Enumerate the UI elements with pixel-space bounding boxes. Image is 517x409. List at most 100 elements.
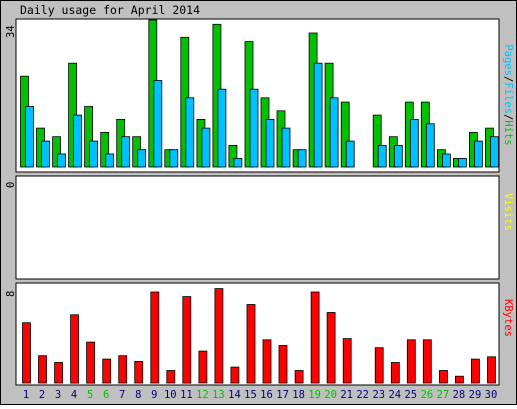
- y-axis-label-visits: Visits: [502, 193, 514, 231]
- x-tick-label-day-30: 30: [485, 389, 498, 401]
- x-tick-label-day-22: 22: [356, 389, 369, 401]
- bar-files-day-13: [217, 88, 227, 168]
- x-tick-labels: 1 2 3 4 5 6 7 8 9 10 11 12 13 14 15 16 17 18 19 20 21 22 23 24 2…: [23, 389, 497, 401]
- y-tick-label-visits: 0: [5, 182, 17, 188]
- bar-kbytes-day-6: [102, 358, 112, 384]
- bar-kbytes-day-3: [54, 362, 63, 384]
- y-axis-label-pages-files-hits: Pages/Files/Hits: [502, 44, 514, 145]
- bar-kbytes-day-17: [278, 345, 288, 384]
- bar-files-day-19: [313, 62, 323, 168]
- bar-kbytes-day-4: [70, 314, 79, 384]
- x-tick-label-day-6: 6: [103, 389, 109, 401]
- bar-files-day-16: [265, 119, 275, 168]
- bar-kbytes-day-7: [118, 355, 128, 384]
- x-tick-label-day-23: 23: [372, 389, 385, 401]
- bar-kbytes-day-8: [134, 360, 144, 384]
- bar-kbytes-day-2: [38, 355, 47, 384]
- bar-hits-day-5: [84, 106, 93, 168]
- bar-kbytes-day-23: [374, 347, 384, 384]
- bar-files-day-24: [393, 144, 403, 168]
- bar-kbytes-day-30: [487, 356, 496, 384]
- bar-files-day-6: [105, 153, 115, 168]
- bar-hits-day-14: [228, 144, 238, 168]
- bar-files-day-7: [121, 136, 131, 168]
- x-tick-label-day-11: 11: [180, 389, 193, 401]
- bar-kbytes-day-24: [390, 362, 400, 384]
- x-tick-label-day-2: 2: [39, 389, 45, 401]
- x-tick-label-day-10: 10: [164, 389, 177, 401]
- x-tick-label-day-12: 12: [196, 389, 209, 401]
- bar-kbytes-day-19: [310, 291, 320, 384]
- bar-files-day-3: [57, 153, 66, 168]
- y-axis-label-hits: Hits: [502, 120, 514, 145]
- x-tick-label-day-26: 26: [421, 389, 434, 401]
- bar-hits-day-23: [372, 114, 382, 168]
- y-tick-label-pages-files-hits: 34: [5, 25, 17, 38]
- bar-files-day-29: [473, 140, 483, 168]
- x-tick-label-day-16: 16: [260, 389, 273, 401]
- bar-files-day-21: [345, 140, 355, 168]
- bar-kbytes-day-16: [262, 339, 272, 384]
- bar-kbytes-day-20: [326, 312, 336, 384]
- panel-visits: [15, 175, 500, 280]
- y-axis-label-pages: Pages: [502, 44, 514, 76]
- x-tick-label-day-24: 24: [388, 389, 401, 401]
- bar-files-day-28: [457, 157, 467, 168]
- x-tick-label-day-1: 1: [23, 389, 29, 401]
- bar-kbytes-day-1: [22, 322, 31, 384]
- bar-hits-day-6: [100, 131, 110, 168]
- x-tick-label-day-25: 25: [404, 389, 417, 401]
- x-tick-label-day-19: 19: [308, 389, 321, 401]
- bar-files-day-15: [249, 88, 259, 168]
- x-tick-label-day-28: 28: [453, 389, 466, 401]
- bar-kbytes-day-28: [454, 375, 464, 384]
- bar-files-day-25: [409, 119, 419, 168]
- bar-files-day-2: [41, 140, 50, 168]
- bar-files-day-12: [201, 127, 211, 168]
- bar-files-day-8: [137, 149, 147, 168]
- panel-kbytes: [15, 282, 500, 386]
- bar-kbytes-day-11: [182, 296, 192, 384]
- y-axis-label-slash: /: [502, 76, 514, 82]
- bar-files-day-9: [153, 80, 163, 168]
- x-tick-label-day-20: 20: [324, 389, 337, 401]
- bar-files-day-14: [233, 157, 243, 168]
- bar-kbytes-day-15: [246, 304, 256, 384]
- x-tick-label-day-4: 4: [71, 389, 77, 401]
- chart-title: Daily usage for April 2014: [20, 3, 200, 17]
- bar-files-day-20: [329, 97, 339, 168]
- x-tick-label-day-18: 18: [292, 389, 305, 401]
- bar-kbytes-day-26: [422, 339, 432, 384]
- bar-kbytes-day-12: [198, 350, 208, 384]
- bar-kbytes-day-5: [86, 341, 95, 384]
- x-tick-label-day-7: 7: [119, 389, 125, 401]
- bar-files-day-26: [425, 123, 435, 168]
- bar-kbytes-day-21: [342, 338, 352, 384]
- x-tick-label-day-15: 15: [244, 389, 257, 401]
- bar-kbytes-day-9: [150, 291, 160, 384]
- bar-files-day-23: [377, 144, 387, 168]
- x-tick-label-day-3: 3: [55, 389, 61, 401]
- bar-kbytes-day-29: [470, 358, 480, 384]
- bar-kbytes-day-13: [214, 288, 224, 384]
- bar-files-day-4: [73, 114, 82, 168]
- y-tick-label-kbytes: 8: [5, 291, 17, 297]
- bar-kbytes-day-25: [406, 339, 416, 384]
- x-tick-label-day-21: 21: [340, 389, 353, 401]
- x-tick-label-day-9: 9: [151, 389, 157, 401]
- bar-kbytes-day-14: [230, 366, 240, 384]
- y-axis-label-kbytes: KBytes: [502, 299, 514, 337]
- bar-files-day-5: [89, 140, 98, 168]
- y-axis-label-slash: /: [502, 114, 514, 120]
- bar-kbytes-day-27: [438, 370, 448, 384]
- bar-hits-day-21: [340, 101, 350, 168]
- bar-files-day-11: [185, 97, 195, 168]
- x-tick-label-day-5: 5: [87, 389, 93, 401]
- bar-files-day-18: [297, 149, 307, 168]
- x-tick-label-day-27: 27: [437, 389, 450, 401]
- y-axis-label-files: Files: [502, 82, 514, 114]
- bar-kbytes-day-10: [166, 370, 176, 384]
- x-tick-label-day-14: 14: [228, 389, 241, 401]
